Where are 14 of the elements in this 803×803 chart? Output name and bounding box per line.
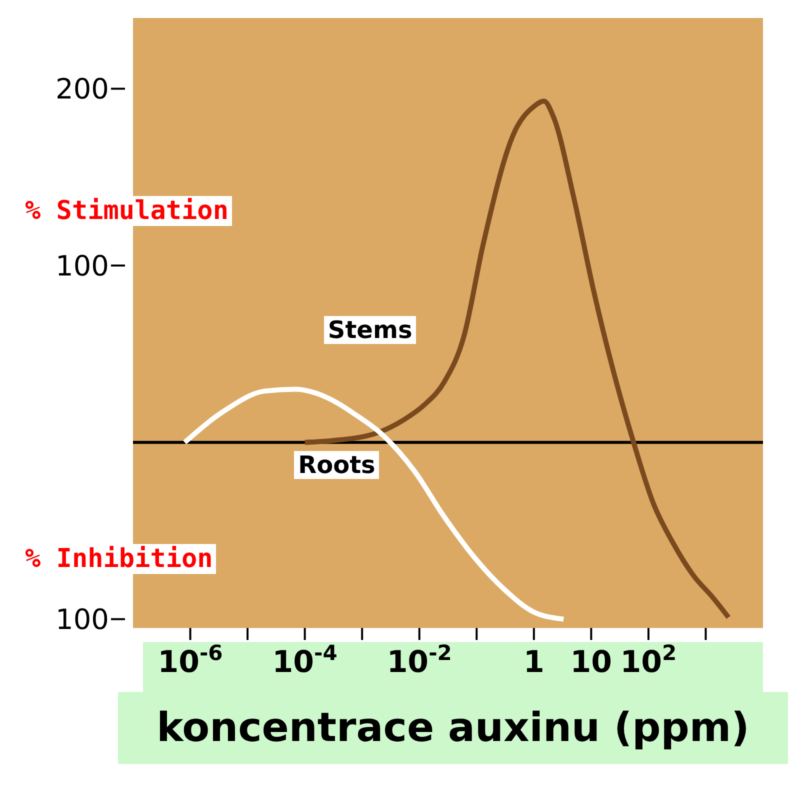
- annotation: % Inhibition: [22, 544, 216, 574]
- y-tick-label: 100: [56, 250, 109, 283]
- x-tick-label: 10$^{-4}$: [272, 641, 338, 680]
- series-label: Roots: [294, 450, 380, 479]
- y-tick-label: 200: [56, 72, 109, 106]
- x-tick-label: 10$^{-2}$: [386, 641, 452, 680]
- x-axis-title: koncentrace auxinu (ppm): [118, 692, 788, 764]
- annotation: % Stimulation: [22, 196, 232, 226]
- series-label: Stems: [324, 316, 416, 344]
- x-tick-label: 10$^{-6}$: [158, 641, 223, 680]
- x-tick-label: 10$^{2}$: [620, 641, 677, 680]
- y-tick-label: 100: [56, 603, 109, 636]
- x-tick-label: 1: [523, 645, 544, 680]
- x-tick-label: 10: [570, 645, 612, 680]
